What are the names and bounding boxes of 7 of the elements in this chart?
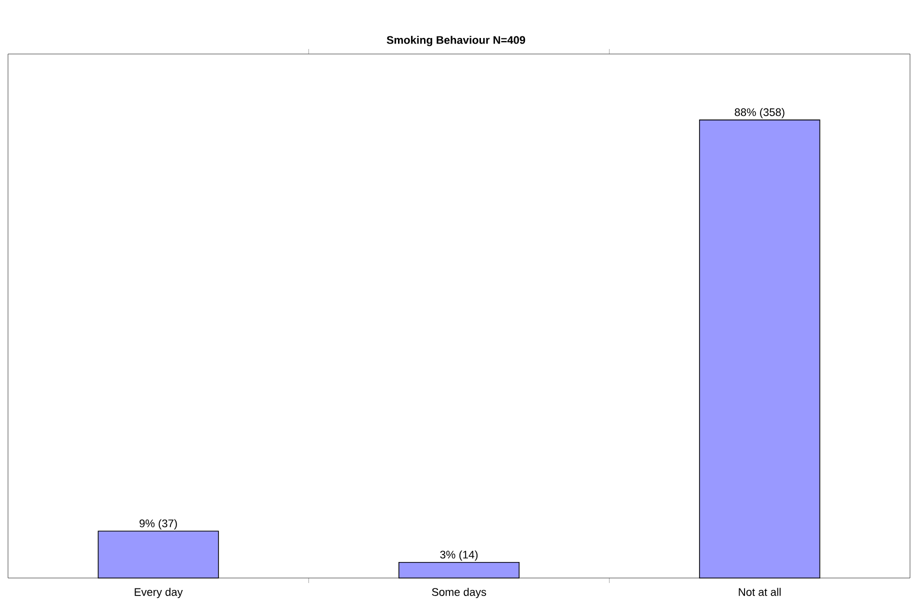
data-label: 88% (358) — [734, 108, 784, 118]
data-label: 9% (37) — [140, 519, 177, 530]
data-label: 3% (14) — [440, 550, 478, 561]
chart-title: Smoking Behaviour N=409 — [386, 36, 526, 46]
x-tick-label: Some days — [432, 588, 486, 598]
x-tick-label: Not at all — [738, 588, 781, 596]
x-tick-label: Every day — [134, 588, 183, 598]
